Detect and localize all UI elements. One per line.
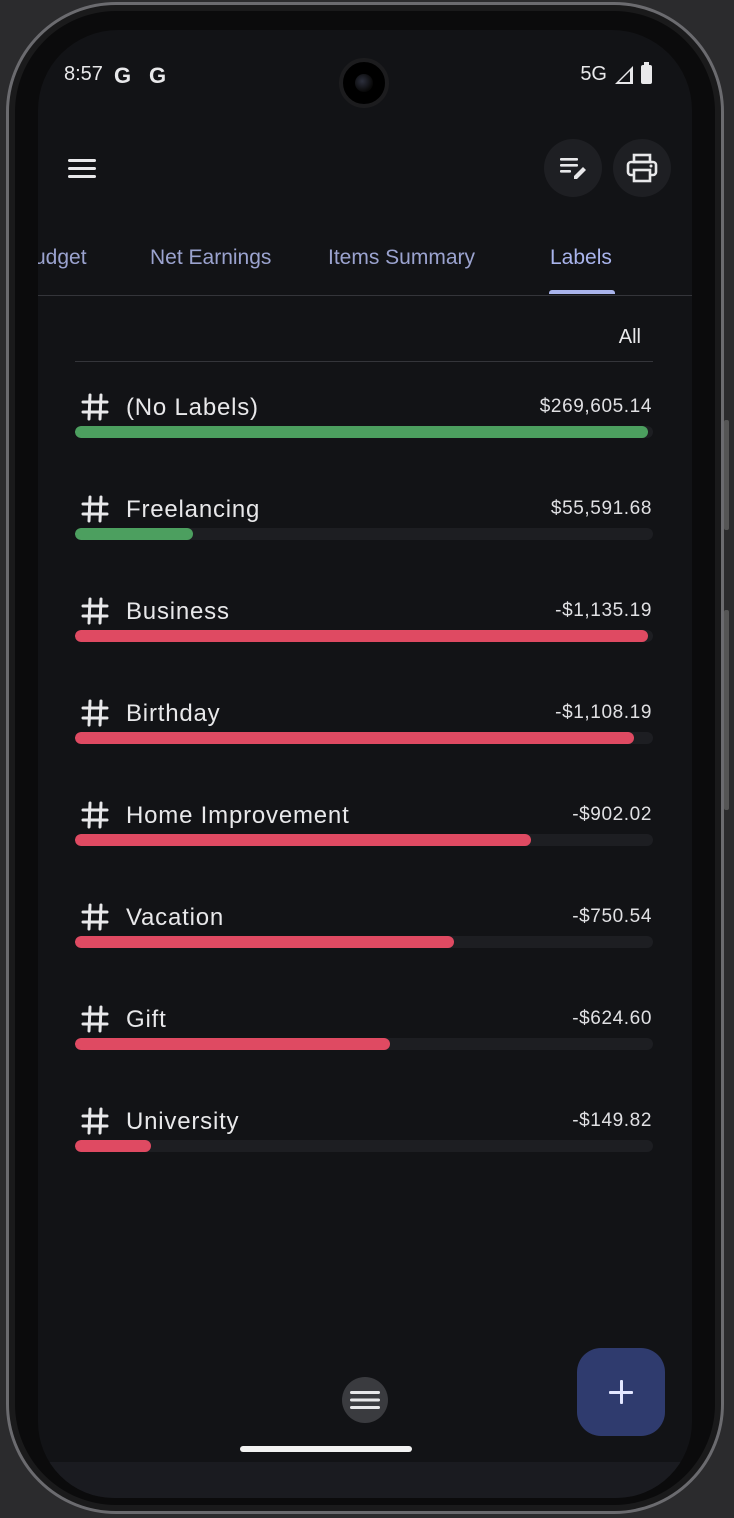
status-bar: 8:57 G G 5G (38, 30, 692, 120)
front-camera (339, 58, 389, 108)
progress-track (75, 1140, 653, 1152)
hashtag-icon (81, 699, 109, 727)
filter-all-button[interactable]: All (618, 326, 641, 348)
label-amount: -$902.02 (572, 804, 652, 825)
tab-bar: udget Net Earnings Items Summary Labels (38, 236, 692, 296)
label-row[interactable]: Business -$1,135.19 (75, 590, 653, 692)
label-name: University (126, 1108, 240, 1135)
labels-list: (No Labels) $269,605.14 Freelancing $55,591… (75, 386, 653, 1202)
progress-track (75, 630, 653, 642)
power-button (724, 610, 729, 810)
label-name: Freelancing (126, 496, 261, 523)
tab-items-summary[interactable]: Items Summary (328, 246, 476, 269)
label-row[interactable]: Home Improvement -$902.02 (75, 794, 653, 896)
label-row[interactable]: Vacation -$750.54 (75, 896, 653, 998)
status-time: 8:57 (64, 63, 103, 85)
hashtag-icon (81, 903, 109, 931)
label-row[interactable]: Freelancing $55,591.68 (75, 488, 653, 590)
label-row[interactable]: Gift -$624.60 (75, 998, 653, 1100)
app-bar (38, 135, 692, 205)
google-g-icon: G (114, 63, 132, 88)
home-indicator[interactable] (240, 1446, 412, 1452)
progress-fill (75, 528, 193, 540)
hashtag-icon (81, 801, 109, 829)
hashtag-icon (81, 393, 109, 421)
edit-list-icon (560, 158, 586, 179)
progress-fill (75, 1038, 390, 1050)
google-g-icon: G (149, 63, 167, 88)
label-amount: $55,591.68 (550, 498, 652, 519)
bottom-sheet-menu-button[interactable] (342, 1377, 388, 1423)
hashtag-icon (81, 597, 109, 625)
hamburger-menu-icon[interactable] (66, 157, 98, 181)
edit-list-button[interactable] (544, 139, 602, 197)
label-name: (No Labels) (126, 394, 259, 421)
progress-fill (75, 630, 648, 642)
progress-fill (75, 732, 634, 744)
label-row[interactable]: University -$149.82 (75, 1100, 653, 1202)
label-amount: -$1,135.19 (555, 600, 652, 621)
progress-fill (75, 1140, 151, 1152)
label-amount: -$750.54 (572, 906, 652, 927)
label-name: Home Improvement (126, 802, 350, 829)
progress-track (75, 1038, 653, 1050)
status-indicators: 5G (580, 62, 652, 86)
hashtag-icon (81, 1107, 109, 1135)
signal-icon (615, 65, 633, 84)
progress-fill (75, 834, 531, 846)
app-screen: 8:57 G G 5G (38, 30, 692, 1498)
add-button[interactable] (577, 1348, 665, 1436)
battery-icon (641, 62, 652, 84)
progress-track (75, 936, 653, 948)
hamburger-menu-icon (350, 1391, 380, 1409)
tab-net-earnings[interactable]: Net Earnings (150, 246, 272, 269)
hashtag-icon (81, 495, 109, 523)
label-row[interactable]: Birthday -$1,108.19 (75, 692, 653, 794)
hashtag-icon (81, 1005, 109, 1033)
label-amount: -$624.60 (572, 1008, 652, 1029)
progress-track (75, 834, 653, 846)
tab-labels[interactable]: Labels (550, 246, 612, 269)
progress-track (75, 732, 653, 744)
progress-fill (75, 936, 454, 948)
filter-row: All (75, 320, 653, 362)
progress-track (75, 426, 653, 438)
volume-button (724, 420, 729, 530)
tab-budget[interactable]: udget (38, 246, 87, 269)
label-name: Vacation (126, 904, 225, 931)
network-label: 5G (580, 63, 607, 85)
print-button[interactable] (613, 139, 671, 197)
label-name: Gift (126, 1006, 167, 1033)
plus-icon (609, 1380, 633, 1404)
label-amount: $269,605.14 (539, 396, 652, 417)
label-row[interactable]: (No Labels) $269,605.14 (75, 386, 653, 488)
label-name: Birthday (126, 700, 221, 727)
print-icon (626, 153, 658, 183)
progress-track (75, 528, 653, 540)
label-amount: -$1,108.19 (555, 702, 652, 723)
progress-fill (75, 426, 648, 438)
label-amount: -$149.82 (572, 1110, 652, 1131)
active-tab-indicator (549, 290, 615, 294)
navigation-bar (38, 1462, 692, 1498)
label-name: Business (126, 598, 230, 625)
